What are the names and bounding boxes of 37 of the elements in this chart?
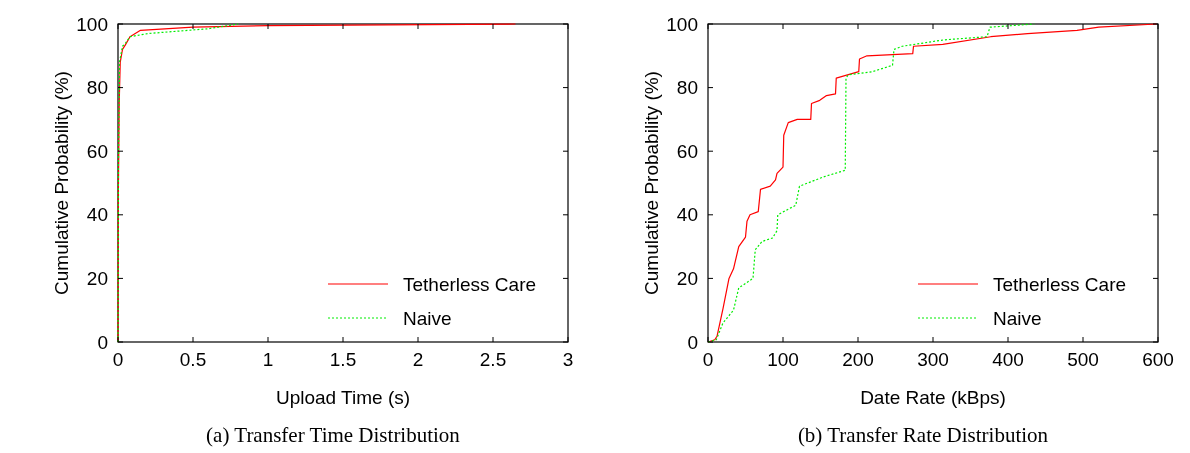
y-tick-label: 80	[86, 77, 108, 99]
y-tick-label: 100	[76, 13, 108, 35]
x-tick-label: 3	[562, 349, 574, 370]
legend-label: Naive	[403, 307, 452, 329]
x-tick-label: 0	[112, 349, 124, 370]
y-tick-label: 20	[676, 268, 698, 290]
y-tick-label: 60	[86, 140, 108, 162]
text: (a) Transfer Time Distribution	[206, 423, 461, 447]
x-axis-title: Upload Time (s)	[275, 387, 411, 408]
x-tick-label: 0	[702, 349, 714, 370]
y-axis-title: Cumulative Probability (%)	[51, 71, 72, 295]
text: (b) Transfer Rate Distribution	[797, 423, 1049, 447]
x-tick-label: 1	[262, 349, 274, 370]
y-tick-label: 80	[676, 77, 698, 99]
y-tick-label: 40	[676, 204, 698, 226]
y-tick-label: 0	[687, 331, 698, 353]
x-tick-label: 2	[412, 349, 424, 370]
y-tick-label: 40	[86, 204, 108, 226]
y-tick-label: 100	[666, 13, 698, 35]
line-series	[707, 23, 1158, 343]
x-tick-label: 200	[842, 349, 874, 370]
legend-label: Tetherless Care	[403, 273, 537, 295]
legend-label: Naive	[993, 307, 1042, 329]
x-tick-label: 300	[917, 349, 949, 370]
x-tick-label: 500	[1067, 349, 1099, 370]
y-tick-label: 0	[97, 331, 108, 353]
legend-label: Tetherless Care	[993, 273, 1127, 295]
x-tick-label: 1.5	[329, 349, 357, 370]
y-tick-label: 20	[86, 268, 108, 290]
x-tick-label: 100	[767, 349, 799, 370]
y-axis-title: Cumulative Probability (%)	[641, 71, 662, 295]
x-tick-label: 600	[1142, 349, 1174, 370]
x-axis-title: Date Rate (kBps)	[860, 387, 1006, 408]
x-tick-label: 0.5	[179, 349, 207, 370]
x-tick-label: 400	[992, 349, 1024, 370]
x-tick-label: 2.5	[479, 349, 507, 370]
y-tick-label: 60	[676, 140, 698, 162]
